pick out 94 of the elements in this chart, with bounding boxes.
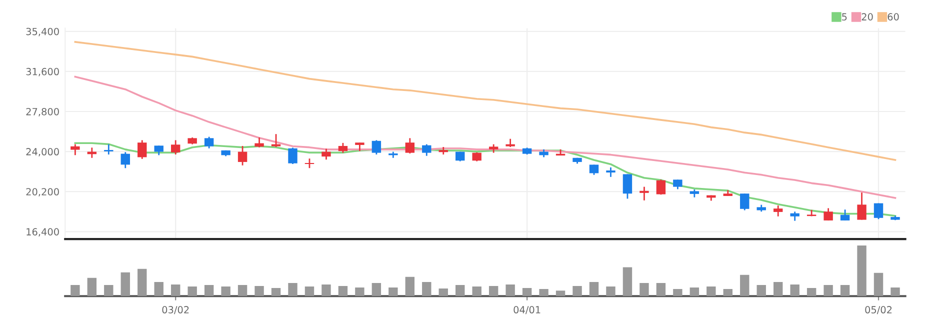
bar: [304, 286, 314, 296]
candlestick: [422, 144, 432, 157]
candlestick: [204, 136, 214, 150]
x-tick-label: 03/02: [162, 306, 189, 314]
candlestick: [338, 142, 348, 154]
candlestick: [740, 192, 750, 211]
candlestick: [170, 140, 180, 156]
bar: [488, 286, 498, 296]
candlestick: [606, 166, 616, 178]
bar: [438, 288, 448, 296]
bar: [104, 285, 114, 296]
bar: [271, 288, 281, 296]
bar: [120, 272, 130, 296]
bar: [322, 284, 331, 296]
bar: [740, 274, 750, 296]
legend-label: 20: [862, 13, 873, 21]
candlestick: [104, 144, 114, 156]
legend-label: 5: [842, 13, 847, 21]
candlestick: [120, 151, 130, 169]
candlestick: [622, 174, 632, 200]
candlestick: [288, 146, 298, 165]
bar: [221, 286, 230, 296]
bar: [355, 288, 364, 296]
candlestick: [254, 136, 264, 148]
candlestick: [304, 158, 314, 169]
bar: [572, 286, 582, 296]
bar: [204, 285, 214, 296]
bar: [70, 285, 80, 296]
candlestick: [640, 186, 649, 202]
bar: [756, 285, 766, 296]
legend-label: 60: [888, 13, 899, 21]
bar: [706, 286, 716, 296]
candlestick: [138, 140, 147, 160]
bar: [774, 282, 783, 296]
bar: [422, 282, 432, 296]
bar: [539, 289, 548, 296]
bar: [840, 285, 850, 296]
candlestick: [874, 202, 884, 220]
x-tick-label: 04/01: [514, 306, 540, 314]
candlestick: [271, 133, 281, 148]
bar: [456, 285, 465, 296]
y-tick-label: 35,400: [26, 28, 59, 36]
candlestick: [790, 210, 800, 222]
bar: [723, 289, 732, 296]
bar: [673, 289, 682, 296]
bar: [472, 286, 482, 296]
bar: [890, 288, 900, 296]
candlestick: [589, 164, 599, 176]
y-tick-label: 24,000: [26, 148, 59, 156]
candlestick: [857, 192, 866, 220]
y-tick-label: 31,600: [26, 68, 59, 76]
line-series: [74, 41, 896, 161]
candlestick: [840, 208, 850, 222]
candlestick: [656, 178, 666, 196]
candlestick: [774, 204, 783, 218]
y-tick-label: 27,800: [26, 108, 59, 116]
bar: [238, 285, 248, 296]
bar: [690, 288, 700, 296]
bar: [522, 288, 532, 296]
bar: [87, 278, 97, 296]
bar: [506, 284, 515, 296]
bar: [372, 282, 382, 296]
bar: [288, 282, 298, 296]
bar: [254, 286, 264, 296]
bar: [790, 284, 800, 296]
bar: [622, 267, 632, 296]
candlestick: [824, 208, 833, 222]
bar: [170, 284, 180, 296]
candlestick: [70, 144, 80, 156]
bar: [556, 290, 566, 296]
bar: [824, 285, 833, 296]
bar: [874, 272, 884, 296]
candlestick: [372, 140, 382, 156]
candlestick: [405, 137, 415, 154]
bar: [338, 286, 348, 296]
x-tick-label: 05/02: [865, 306, 892, 314]
line-series: [74, 76, 896, 199]
bar: [589, 282, 599, 296]
candlestick: [673, 178, 682, 190]
bar: [388, 288, 398, 296]
bar: [857, 246, 866, 296]
candlestick: [322, 148, 331, 160]
bar: [806, 288, 816, 296]
y-tick-label: 20,200: [26, 188, 59, 196]
bar: [656, 282, 666, 296]
y-tick-label: 16,400: [26, 228, 59, 236]
bar: [138, 268, 147, 296]
bar: [640, 282, 649, 296]
bar: [405, 276, 415, 296]
bar: [606, 286, 616, 296]
bar: [154, 282, 164, 296]
candlestick: [154, 144, 164, 156]
candlestick: [238, 145, 248, 166]
bar: [188, 286, 197, 296]
